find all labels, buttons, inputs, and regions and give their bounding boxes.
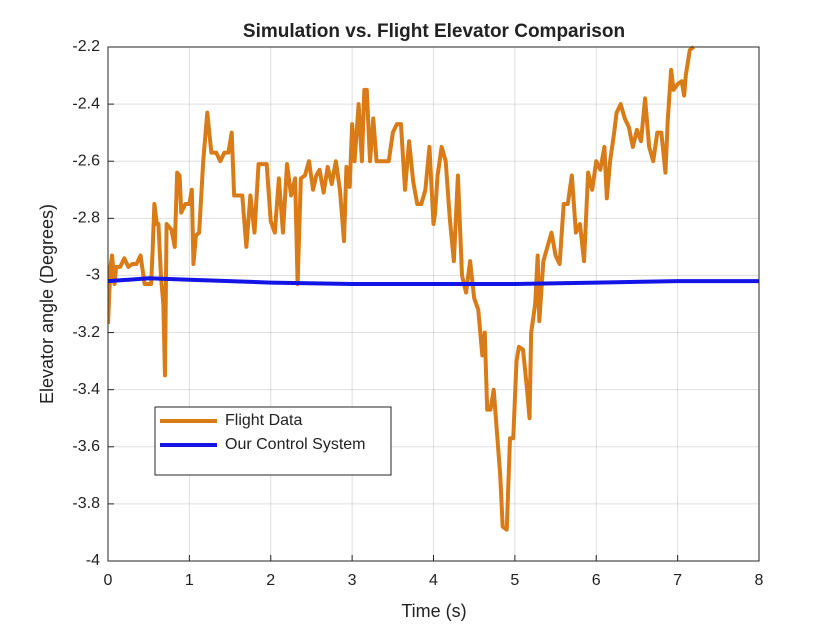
- x-tick-label: 5: [510, 572, 519, 589]
- y-tick-label: -3.2: [72, 324, 100, 341]
- legend-label: Our Control System: [225, 436, 365, 453]
- y-tick-label: -3.8: [72, 495, 100, 512]
- x-tick-label: 1: [185, 572, 194, 589]
- x-tick-label: 2: [266, 572, 275, 589]
- y-tick-label: -2.4: [72, 95, 100, 112]
- y-tick-label: -3: [86, 267, 100, 284]
- x-axis-label: Time (s): [401, 601, 466, 621]
- y-tick-label: -3.6: [72, 438, 100, 455]
- axes-box: [107, 46, 760, 562]
- chart-title: Simulation vs. Flight Elevator Compariso…: [243, 21, 625, 42]
- x-tick-label: 4: [429, 572, 438, 589]
- y-axis-label: Elevator angle (Degrees): [37, 204, 57, 404]
- legend-box: [154, 406, 392, 476]
- x-tick-label: 3: [348, 572, 357, 589]
- y-tick-label: -3.4: [72, 381, 100, 398]
- data-line: [108, 276, 759, 287]
- y-tick-label: -4: [86, 552, 100, 569]
- x-tick-label: 0: [104, 572, 113, 589]
- x-tick-label: 6: [592, 572, 601, 589]
- legend-label: Flight Data: [225, 412, 302, 429]
- x-tick-label: 8: [755, 572, 764, 589]
- x-tick-label: 7: [673, 572, 682, 589]
- y-tick-label: -2.6: [72, 152, 100, 169]
- data-line: [108, 45, 696, 532]
- y-tick-label: -2.8: [72, 210, 100, 227]
- y-tick-label: -2.2: [72, 38, 100, 55]
